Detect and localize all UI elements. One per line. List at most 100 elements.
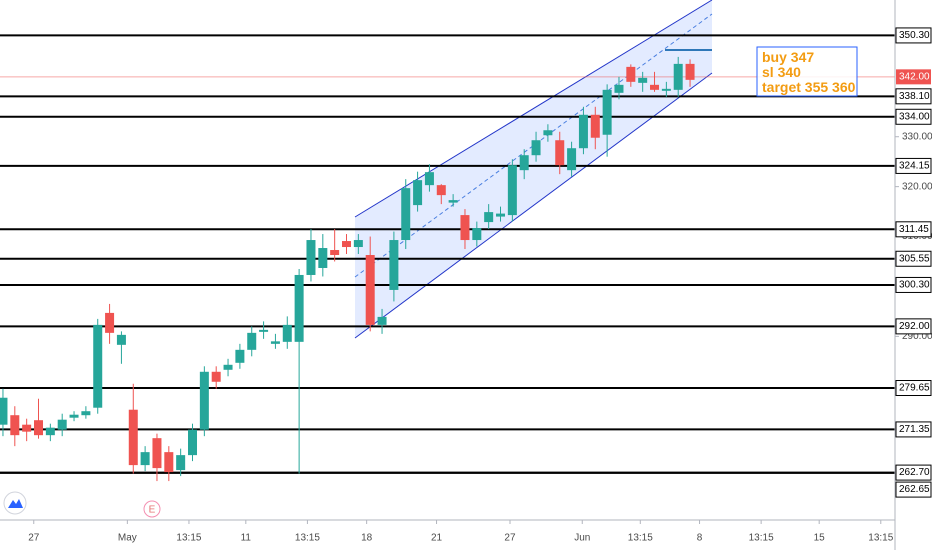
level-label: 338.10	[899, 91, 930, 102]
candle-body	[34, 420, 44, 436]
candle-body	[45, 427, 55, 436]
level-label-box	[895, 88, 932, 105]
last-price-box	[896, 69, 931, 85]
level-label: 311.45	[899, 224, 929, 235]
y-tick-label: 330.00	[902, 131, 932, 142]
level-label-box	[895, 464, 932, 481]
candle-body	[626, 66, 636, 82]
plot-area	[0, 34, 895, 482]
level-label-box	[895, 108, 932, 125]
x-tick-label: 27	[504, 533, 516, 544]
candle-body	[673, 63, 683, 90]
level-label-box	[895, 421, 932, 438]
candle-body	[22, 424, 32, 432]
candle-body	[69, 414, 79, 418]
earnings-marker: E	[149, 505, 156, 516]
x-tick-label: 13:15	[176, 533, 201, 544]
level-label-box	[895, 318, 932, 335]
last-price-label: 342.00	[899, 71, 930, 82]
candle-body	[519, 155, 529, 171]
candle-body	[10, 415, 20, 436]
candle-body	[650, 84, 660, 90]
candle-body	[638, 77, 648, 83]
level-label: 271.35	[899, 424, 930, 435]
candle-body	[342, 241, 352, 248]
candle-body	[199, 371, 209, 430]
candle-body	[377, 316, 387, 325]
x-tick-label: May	[118, 533, 137, 544]
candle-body	[353, 240, 363, 248]
candle-body	[448, 200, 458, 203]
level-label: 262.65	[899, 484, 930, 495]
level-label-box	[895, 27, 932, 44]
candle-body	[105, 312, 115, 333]
candle-body	[282, 324, 292, 342]
x-tick-label: 18	[361, 533, 373, 544]
candle-body	[578, 114, 588, 149]
level-label: 305.55	[899, 253, 930, 264]
candle-body	[306, 240, 316, 275]
candle-body	[413, 180, 423, 206]
candle-body	[661, 88, 671, 91]
candle-body	[81, 411, 91, 416]
level-label: 334.00	[899, 111, 930, 122]
candle-body	[472, 228, 482, 241]
y-tick-label: 320.00	[902, 181, 932, 192]
x-tick-label: Jun	[574, 533, 590, 544]
candle-body	[57, 419, 67, 430]
candle-body	[590, 114, 600, 138]
x-tick-label: 13:15	[295, 533, 320, 544]
candle-body	[128, 409, 138, 466]
candle-body	[211, 371, 221, 382]
candle-body	[389, 240, 399, 290]
candle-body	[294, 274, 304, 342]
logo	[3, 491, 27, 515]
candle-body	[116, 334, 126, 345]
level-label-box	[895, 380, 932, 397]
candle-body	[152, 438, 162, 469]
candle-body	[424, 172, 434, 186]
channel-mid	[354, 13, 713, 278]
level-label: 350.30	[899, 30, 930, 41]
level-label-box	[895, 250, 932, 267]
x-tick-label: 27	[28, 533, 40, 544]
candle-body	[543, 130, 553, 136]
candle-body	[223, 364, 233, 370]
channel-fill	[355, 0, 712, 338]
level-label-box	[895, 157, 932, 174]
candle-body	[436, 185, 446, 196]
candle-body	[507, 165, 517, 216]
candle-body	[460, 215, 470, 241]
y-tick-label: 290.00	[902, 331, 932, 342]
candle-body	[567, 148, 577, 171]
candle-body	[555, 140, 565, 166]
candle-body	[365, 255, 375, 325]
level-label-box	[895, 276, 932, 293]
candle-body	[247, 332, 257, 350]
candle-body	[484, 212, 494, 223]
level-label: 279.65	[899, 383, 930, 394]
candle-body	[140, 452, 150, 466]
x-tick-label: 13:15	[868, 533, 893, 544]
candle-body	[259, 329, 269, 332]
annotation-line: target 355 360	[762, 79, 856, 95]
level-label: 300.30	[899, 280, 930, 291]
candle-body	[176, 455, 186, 471]
level-label: 324.15	[899, 161, 930, 172]
x-tick-label: 13:15	[628, 533, 653, 544]
candle-body	[164, 452, 174, 473]
level-label: 292.00	[899, 321, 930, 332]
candle-body	[531, 140, 541, 156]
level-label: 262.70	[899, 467, 930, 478]
candle-body	[496, 213, 506, 217]
x-tick-label: 8	[697, 533, 703, 544]
candle-body	[401, 188, 411, 241]
x-tick-label: 13:15	[749, 533, 774, 544]
level-label-box	[895, 221, 932, 238]
candle-body	[614, 84, 624, 93]
candle-body	[270, 341, 280, 344]
annotation-frame	[756, 46, 858, 97]
logo-mark	[8, 499, 23, 508]
candle-body	[602, 89, 612, 135]
candle-body	[685, 63, 695, 80]
